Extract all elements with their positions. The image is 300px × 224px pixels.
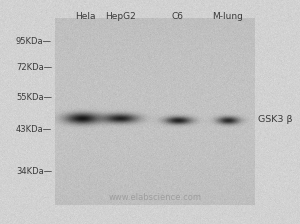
Text: 55KDa—: 55KDa— — [16, 93, 52, 103]
Text: HepG2: HepG2 — [105, 12, 135, 21]
Text: Hela: Hela — [75, 12, 95, 21]
Text: 95KDa—: 95KDa— — [16, 37, 52, 47]
Text: 34KDa—: 34KDa— — [16, 168, 52, 177]
Text: GSK3 β: GSK3 β — [258, 116, 292, 125]
Text: C6: C6 — [172, 12, 184, 21]
Text: 72KDa—: 72KDa— — [16, 62, 52, 71]
Text: www.elabscience.com: www.elabscience.com — [109, 194, 202, 202]
Text: 43KDa—: 43KDa— — [16, 125, 52, 134]
Text: M-lung: M-lung — [213, 12, 243, 21]
